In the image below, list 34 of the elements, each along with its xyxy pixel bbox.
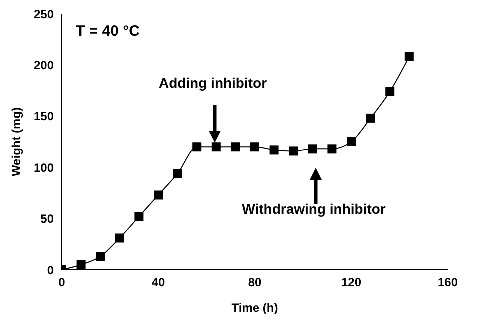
- x-tick-label: 40: [152, 276, 166, 290]
- point: [347, 138, 356, 146]
- point: [115, 234, 124, 243]
- annotation: T = 40 °C: [76, 23, 140, 40]
- point: [386, 87, 395, 96]
- point: [366, 114, 376, 123]
- annotation: Adding inhibitor: [158, 75, 268, 91]
- point: [404, 52, 414, 62]
- y-tick-label: 250: [34, 7, 54, 22]
- point: [96, 252, 106, 262]
- y-tick-label: 0: [47, 263, 54, 278]
- annotation: Withdrawing inhibitor: [242, 201, 386, 217]
- point: [134, 212, 144, 222]
- point: [289, 146, 298, 156]
- point: [250, 142, 260, 152]
- point: [308, 144, 318, 154]
- x-tick-label: 0: [58, 276, 66, 290]
- y-tick-label: 150: [34, 110, 54, 124]
- x-axis-title: Time (h): [232, 301, 278, 315]
- x-tick-label: 80: [248, 276, 262, 290]
- point: [154, 190, 163, 200]
- y-axis-title: Weight (mg): [9, 107, 24, 177]
- point: [76, 260, 86, 270]
- point: [212, 142, 221, 152]
- point: [231, 142, 240, 152]
- point: [328, 144, 337, 154]
- x-tick-label: 120: [341, 276, 362, 290]
- x-tick-label: 160: [438, 276, 458, 290]
- point: [270, 146, 279, 155]
- point: [192, 142, 202, 152]
- y-tick-label: 100: [34, 160, 54, 175]
- point: [173, 169, 182, 178]
- y-tick-label: 200: [34, 58, 54, 72]
- y-tick-label: 50: [40, 212, 54, 226]
